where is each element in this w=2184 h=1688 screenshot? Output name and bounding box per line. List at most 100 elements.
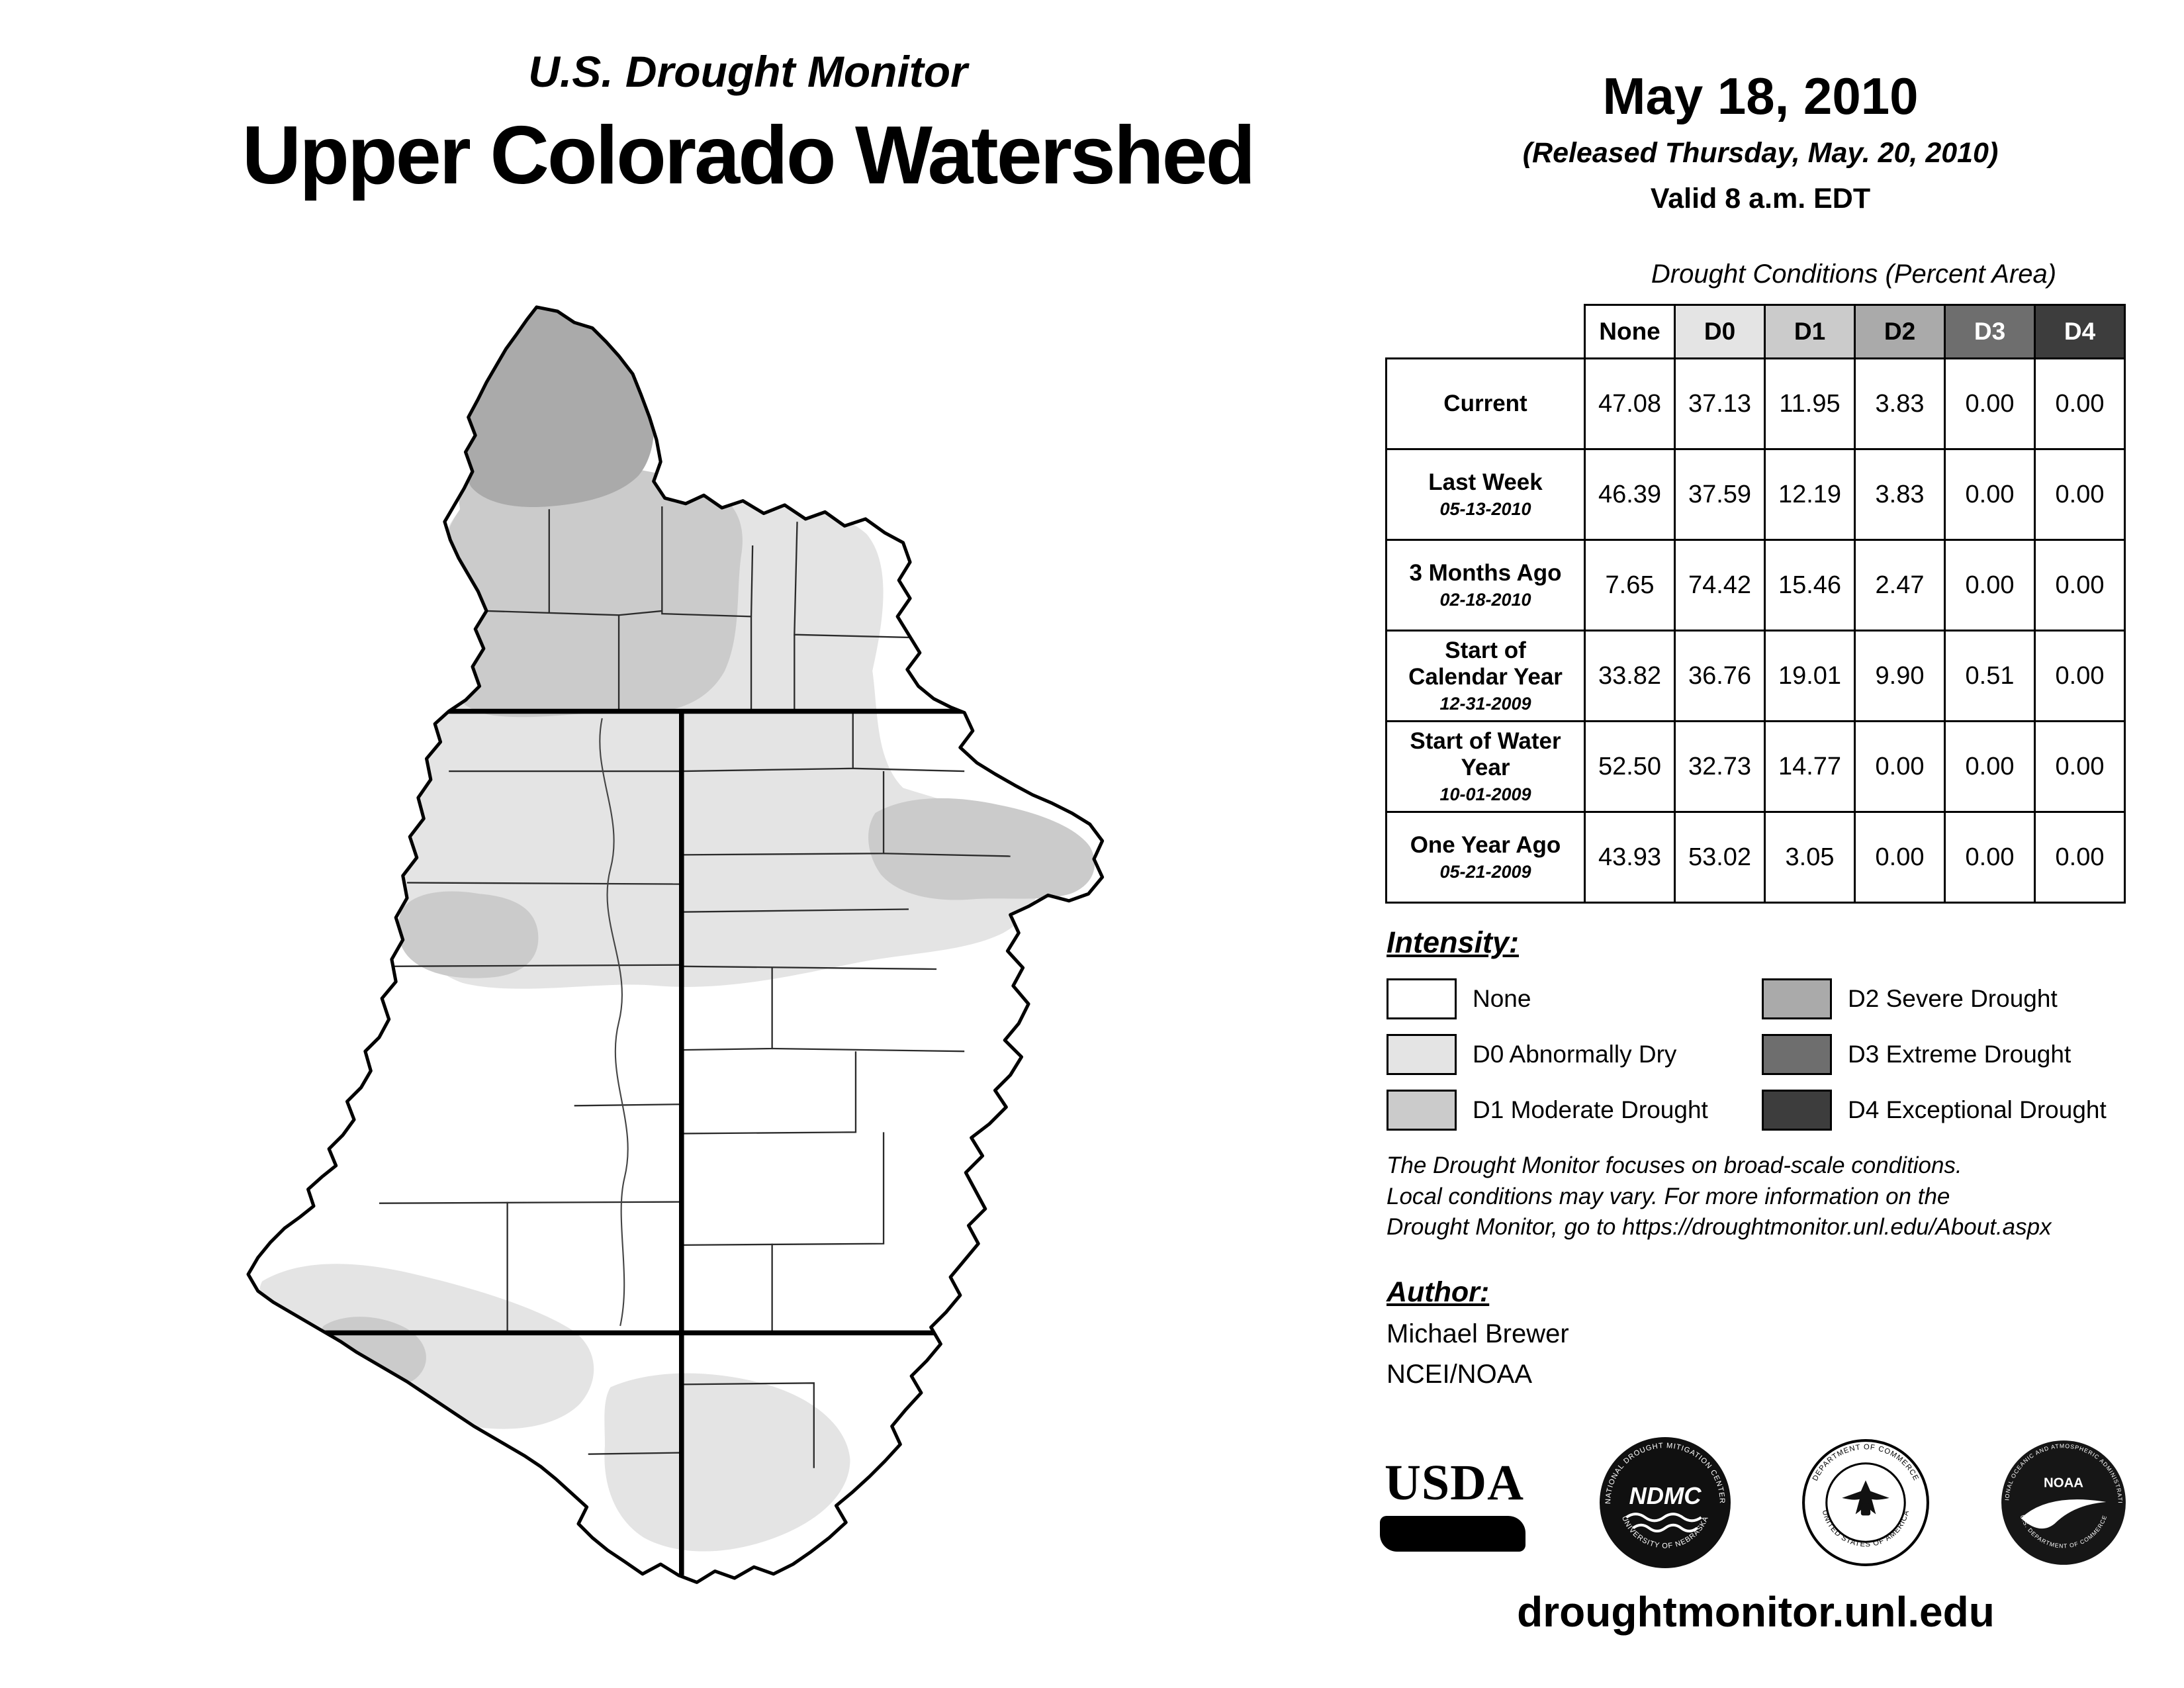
legend-item-d1: D1 Moderate Drought xyxy=(1387,1090,1762,1131)
table-row-3-months-ago: 3 Months Ago 02-18-2010 7.65 74.42 15.46… xyxy=(1385,539,2126,632)
cell-d3: 0.00 xyxy=(1944,720,2036,813)
date-block: May 18, 2010 (Released Thursday, May. 20… xyxy=(1390,66,2131,215)
map-fill-layers xyxy=(248,306,1103,1583)
d1-region-west-small xyxy=(398,891,539,978)
cell-d4: 0.00 xyxy=(2034,448,2126,541)
author-organization: NCEI/NOAA xyxy=(1387,1360,1533,1389)
d0-region-bottom-center xyxy=(604,1373,850,1552)
commerce-logo: DEPARTMENT OF COMMERCE UNITED STATES OF … xyxy=(1802,1439,1929,1566)
d1-swatch xyxy=(1387,1090,1457,1131)
page-title: Upper Colorado Watershed xyxy=(242,110,1256,201)
cell-d4: 0.00 xyxy=(2034,539,2126,632)
watershed-map xyxy=(244,295,1125,1591)
row-date: 05-21-2009 xyxy=(1439,862,1531,882)
cell-d3: 0.00 xyxy=(1944,448,2036,541)
cell-d2: 9.90 xyxy=(1854,630,1946,722)
county-boundaries xyxy=(379,506,1011,1468)
legend-item-d4: D4 Exceptional Drought xyxy=(1762,1090,2134,1131)
d0-swatch xyxy=(1387,1034,1457,1075)
eagle-shield xyxy=(1860,1503,1871,1516)
row-header: Current xyxy=(1385,357,1586,450)
cell-d4: 0.00 xyxy=(2034,811,2126,904)
cell-d3: 0.00 xyxy=(1944,811,2036,904)
legend-label: D0 Abnormally Dry xyxy=(1473,1041,1677,1068)
cell-d4: 0.00 xyxy=(2034,357,2126,450)
drought-conditions-table: None D0 D1 D2 D3 D4 Current 47.08 37.13 … xyxy=(1385,304,2126,904)
noaa-logo: NATIONAL OCEANIC AND ATMOSPHERIC ADMINIS… xyxy=(1999,1438,2126,1565)
intensity-heading: Intensity: xyxy=(1387,925,1520,959)
row-date: 12-31-2009 xyxy=(1439,693,1531,714)
map-date: May 18, 2010 xyxy=(1602,67,1919,125)
cell-d2: 3.83 xyxy=(1854,448,1946,541)
ndmc-logo-text: NDMC xyxy=(1629,1482,1702,1509)
author-block: Author: Michael Brewer NCEI/NOAA xyxy=(1387,1276,1569,1389)
release-date: (Released Thursday, May. 20, 2010) xyxy=(1522,137,1999,169)
cell-d3: 0.51 xyxy=(1944,630,2036,722)
d1-region-east xyxy=(868,798,1095,900)
col-header-d0: D0 xyxy=(1674,304,1766,359)
table-row-start-water-year: Start of Water Year 10-01-2009 52.50 32.… xyxy=(1385,720,2126,813)
cell-d0: 37.59 xyxy=(1674,448,1766,541)
usda-logo-text: USDA xyxy=(1385,1454,1524,1511)
row-label: One Year Ago xyxy=(1410,831,1561,858)
legend-label: D1 Moderate Drought xyxy=(1473,1096,1708,1123)
col-header-d3: D3 xyxy=(1944,304,2036,359)
table-title: Drought Conditions (Percent Area) xyxy=(1651,259,2057,289)
cell-d0: 37.13 xyxy=(1674,357,1766,450)
intensity-legend: None D2 Severe Drought D0 Abnormally Dry… xyxy=(1387,978,2134,1131)
d2-region-top xyxy=(464,306,655,508)
row-date: 05-13-2010 xyxy=(1439,499,1531,520)
row-label: Start of Calendar Year xyxy=(1408,637,1563,690)
cell-d1: 15.46 xyxy=(1764,539,1856,632)
cell-d1: 19.01 xyxy=(1764,630,1856,722)
cell-d1: 14.77 xyxy=(1764,720,1856,813)
col-header-d1: D1 xyxy=(1764,304,1856,359)
river-line xyxy=(599,718,629,1327)
cell-none: 43.93 xyxy=(1584,811,1676,904)
table-row-one-year-ago: One Year Ago 05-21-2009 43.93 53.02 3.05… xyxy=(1385,811,2126,904)
cell-d2: 2.47 xyxy=(1854,539,1946,632)
row-label: Current xyxy=(1443,391,1527,417)
usda-logo: USDA xyxy=(1380,1454,1529,1552)
table-row-last-week: Last Week 05-13-2010 46.39 37.59 12.19 3… xyxy=(1385,448,2126,541)
report-type: U.S. Drought Monitor xyxy=(528,47,968,96)
cell-none: 52.50 xyxy=(1584,720,1676,813)
row-header: Start of Calendar Year 12-31-2009 xyxy=(1385,630,1586,722)
d3-swatch xyxy=(1762,1034,1832,1075)
title-block: U.S. Drought Monitor Upper Colorado Wate… xyxy=(159,46,1337,203)
cell-d2: 3.83 xyxy=(1854,357,1946,450)
row-header: Last Week 05-13-2010 xyxy=(1385,448,1586,541)
d0-region-bottom-left xyxy=(259,1264,594,1429)
row-header: One Year Ago 05-21-2009 xyxy=(1385,811,1586,904)
none-swatch xyxy=(1387,978,1457,1019)
author-name: Michael Brewer xyxy=(1387,1319,1569,1348)
row-date: 02-18-2010 xyxy=(1439,590,1531,610)
cell-none: 7.65 xyxy=(1584,539,1676,632)
cell-d0: 32.73 xyxy=(1674,720,1766,813)
cell-d3: 0.00 xyxy=(1944,357,2036,450)
watershed-boundary xyxy=(246,305,1105,1584)
cell-d1: 3.05 xyxy=(1764,811,1856,904)
legend-item-d0: D0 Abnormally Dry xyxy=(1387,1034,1762,1075)
d2-swatch xyxy=(1762,978,1832,1019)
cell-d4: 0.00 xyxy=(2034,630,2126,722)
legend-item-d3: D3 Extreme Drought xyxy=(1762,1034,2134,1075)
ndmc-wave-1 xyxy=(1625,1513,1702,1523)
d4-swatch xyxy=(1762,1090,1832,1131)
cell-d3: 0.00 xyxy=(1944,539,2036,632)
cell-none: 33.82 xyxy=(1584,630,1676,722)
legend-label: D2 Severe Drought xyxy=(1848,985,2058,1012)
cell-d0: 53.02 xyxy=(1674,811,1766,904)
cell-d1: 12.19 xyxy=(1764,448,1856,541)
table-row-current: Current 47.08 37.13 11.95 3.83 0.00 0.00 xyxy=(1385,357,2126,450)
noaa-logo-text: NOAA xyxy=(2044,1476,2083,1491)
cell-d1: 11.95 xyxy=(1764,357,1856,450)
noaa-gull-icon xyxy=(2021,1499,2107,1529)
ndmc-wave-2 xyxy=(1632,1523,1698,1532)
row-header: 3 Months Ago 02-18-2010 xyxy=(1385,539,1586,632)
legend-item-d2: D2 Severe Drought xyxy=(1762,978,2134,1019)
cell-none: 47.08 xyxy=(1584,357,1676,450)
author-heading: Author: xyxy=(1387,1276,1490,1308)
valid-time: Valid 8 a.m. EDT xyxy=(1650,183,1871,214)
table-row-start-calendar-year: Start of Calendar Year 12-31-2009 33.82 … xyxy=(1385,630,2126,722)
